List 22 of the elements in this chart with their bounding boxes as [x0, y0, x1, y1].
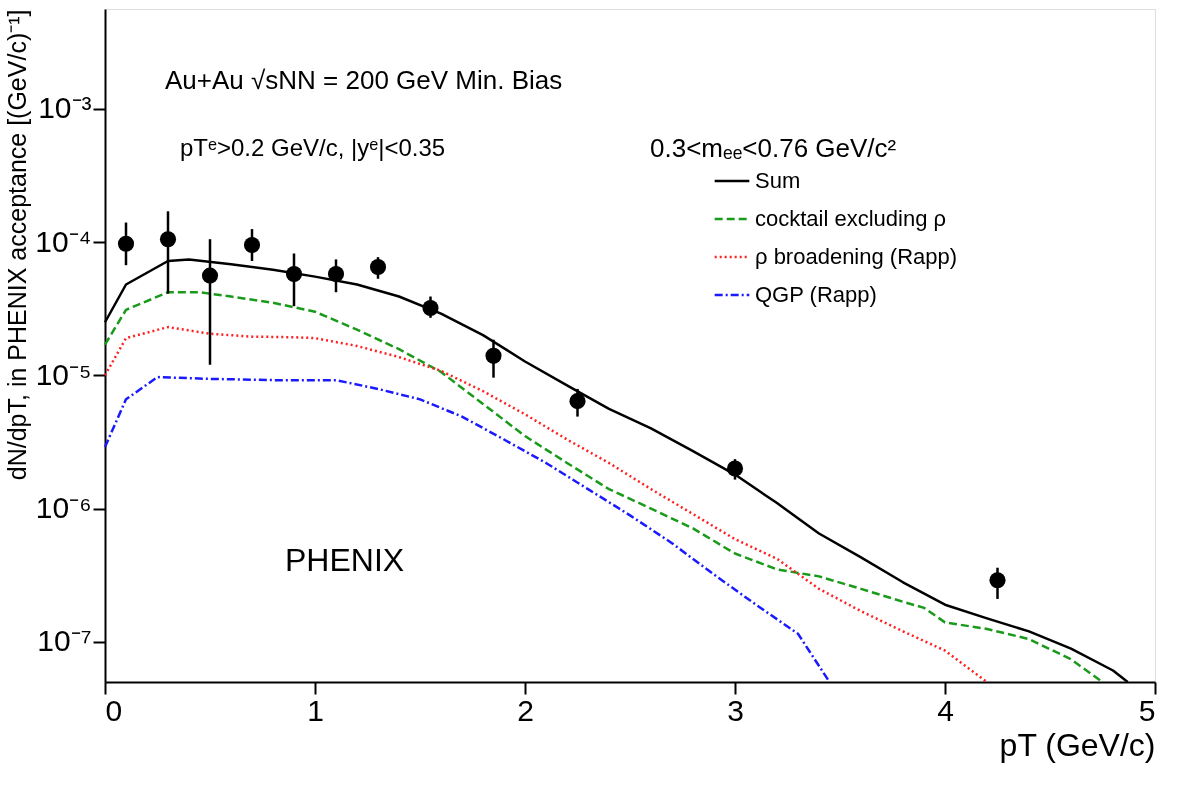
y-tick-label: 10⁻⁷ — [37, 624, 92, 658]
y-tick-label: 10⁻⁶ — [35, 491, 92, 525]
y-tick-label: 10⁻⁴ — [35, 224, 92, 258]
legend-label: Sum — [755, 168, 801, 193]
x-tick-label: 1 — [307, 693, 324, 727]
x-tick-label: 0 — [105, 693, 123, 727]
x-tick-label: 3 — [727, 693, 744, 727]
x-tick-label: 2 — [517, 693, 534, 727]
x-axis-title: pT (GeV/c) — [999, 726, 1156, 763]
annotation: pTᵉ>0.2 GeV/c, |yᵉ|<0.35 — [180, 134, 446, 161]
legend-label: ρ broadening (Rapp) — [755, 244, 958, 269]
y-tick-label: 10⁻⁵ — [35, 357, 92, 391]
annotation: PHENIX — [285, 542, 405, 578]
x-tick-label: 4 — [937, 693, 954, 727]
annotation: Au+Au √sNN = 200 GeV Min. Bias — [165, 65, 563, 95]
annotation: 0.3<mₑₑ<0.76 GeV/c² — [650, 133, 897, 163]
legend-label: cocktail excluding ρ — [755, 206, 947, 231]
y-axis-title: dN/dpT, in PHENIX acceptance [(GeV/c)⁻¹] — [3, 9, 32, 481]
x-tick-label: 5 — [1138, 693, 1156, 727]
line-series — [103, 325, 989, 684]
y-tick-label: 10⁻³ — [38, 91, 92, 125]
legend-label: QGP (Rapp) — [755, 282, 877, 307]
